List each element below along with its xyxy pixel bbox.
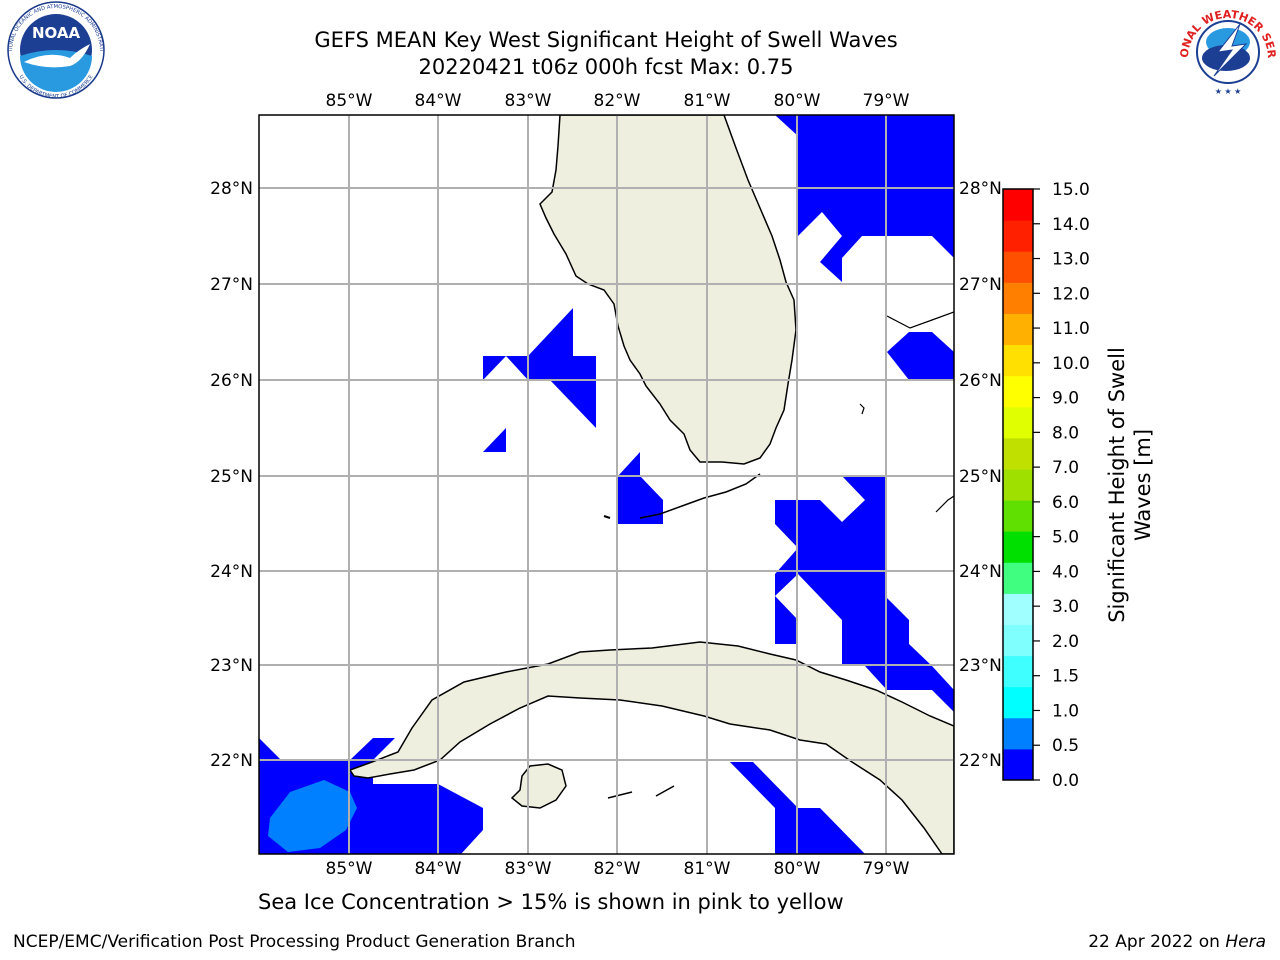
lon-label-bottom: 85°W xyxy=(326,859,373,879)
lon-label-top: 82°W xyxy=(594,91,641,111)
lon-label-bottom: 82°W xyxy=(594,859,641,879)
lat-label-right: 24°N xyxy=(959,562,1002,582)
colorbar-label-line2: Waves [m] xyxy=(1131,429,1155,541)
colorbar-tick-label: 1.0 xyxy=(1052,701,1079,721)
lat-label-right: 25°N xyxy=(959,467,1002,487)
lat-label-left: 22°N xyxy=(210,751,253,771)
lon-label-bottom: 79°W xyxy=(863,859,910,879)
colorbar-tick-label: 4.0 xyxy=(1052,562,1079,582)
colorbar-swatch xyxy=(1003,593,1033,625)
lat-label-left: 25°N xyxy=(210,467,253,487)
cuba-landmass xyxy=(348,641,954,854)
colorbar-swatch xyxy=(1003,531,1033,563)
colorbar-swatch xyxy=(1003,748,1033,781)
swell-fill-high xyxy=(268,780,357,852)
colorbar-tick-label: 13.0 xyxy=(1052,250,1090,270)
map-title: GEFS MEAN Key West Significant Height of… xyxy=(314,28,898,52)
credit-date: 22 Apr 2022 on Hera xyxy=(1088,932,1266,952)
colorbar-swatch xyxy=(1003,686,1033,719)
colorbar-swatch xyxy=(1003,500,1033,532)
colorbar-tick-label: 3.0 xyxy=(1052,597,1079,617)
lon-label-bottom: 84°W xyxy=(415,859,462,879)
colorbar-swatch xyxy=(1003,282,1033,314)
lon-label-top: 81°W xyxy=(684,91,731,111)
noaa-logo-icon: NOAA NATIONAL OCEANIC AND ATMOSPHERIC AD… xyxy=(0,0,105,100)
nws-ring-text: NATIONAL WEATHER SERVICE xyxy=(0,0,1278,59)
lat-label-left: 26°N xyxy=(210,371,253,391)
lat-label-right: 27°N xyxy=(959,275,1002,295)
credit-date-text: 22 Apr 2022 on xyxy=(1088,932,1226,952)
colorbar-swatch xyxy=(1003,717,1033,750)
colorbar-frame xyxy=(1002,188,1034,781)
lat-label-left: 27°N xyxy=(210,275,253,295)
graticule xyxy=(259,115,954,854)
lon-label-top: 85°W xyxy=(326,91,373,111)
lat-label-right: 23°N xyxy=(959,656,1002,676)
colorbar-tick-label: 8.0 xyxy=(1052,423,1079,443)
svg-text:★ ★ ★: ★ ★ ★ xyxy=(1215,87,1242,96)
colorbar-tick-label: 1.5 xyxy=(1052,667,1079,687)
colorbar-tick-label: 5.0 xyxy=(1052,528,1079,548)
colorbar-swatch xyxy=(1003,624,1033,657)
map-area xyxy=(259,115,954,854)
colorbar-tick-label: 9.0 xyxy=(1052,389,1079,409)
colorbar-tick-label: 7.0 xyxy=(1052,458,1079,478)
colorbar-swatch xyxy=(1003,313,1033,346)
nws-logo-icon: NATIONAL WEATHER SERVICE ★ ★ ★ xyxy=(0,0,1278,100)
lat-label-right: 22°N xyxy=(959,751,1002,771)
colorbar-swatch xyxy=(1003,189,1033,221)
colorbar-swatch xyxy=(1003,655,1033,688)
colorbar-swatch xyxy=(1003,220,1033,252)
colorbar-swatch xyxy=(1003,251,1033,283)
lat-label-left: 24°N xyxy=(210,562,253,582)
sea-ice-note: Sea Ice Concentration > 15% is shown in … xyxy=(258,890,844,914)
map-frame xyxy=(258,114,955,855)
lon-label-bottom: 80°W xyxy=(774,859,821,879)
florida-landmass xyxy=(539,115,797,465)
colorbar-tick-label: 12.0 xyxy=(1052,284,1090,304)
lon-label-top: 80°W xyxy=(774,91,821,111)
svg-text:NATIONAL WEATHER SERVICE: NATIONAL WEATHER SERVICE xyxy=(0,0,1278,59)
lon-label-bottom: 81°W xyxy=(684,859,731,879)
colorbar-swatch xyxy=(1003,344,1033,377)
colorbar xyxy=(1003,189,1033,781)
colorbar-tick-label: 10.0 xyxy=(1052,354,1090,374)
colorbar-tick-label: 0.5 xyxy=(1052,736,1079,756)
colorbar-label-line1: Significant Height of Swell xyxy=(1105,347,1129,623)
lon-label-top: 83°W xyxy=(505,91,552,111)
lat-label-left: 23°N xyxy=(210,656,253,676)
lat-label-right: 28°N xyxy=(959,179,1002,199)
lon-label-bottom: 83°W xyxy=(505,859,552,879)
colorbar-swatch xyxy=(1003,468,1033,501)
colorbar-tick-label: 2.0 xyxy=(1052,632,1079,652)
credit-branch: NCEP/EMC/Verification Post Processing Pr… xyxy=(13,932,576,952)
credit-machine: Hera xyxy=(1225,932,1266,952)
lat-label-left: 28°N xyxy=(210,179,253,199)
lon-label-top: 84°W xyxy=(415,91,462,111)
lon-label-top: 79°W xyxy=(863,91,910,111)
map-subtitle: 20220421 t06z 000h fcst Max: 0.75 xyxy=(418,55,794,79)
colorbar-tick-label: 6.0 xyxy=(1052,493,1079,513)
colorbar-tick-label: 0.0 xyxy=(1052,771,1079,791)
colorbar-tick-label: 11.0 xyxy=(1052,319,1090,339)
colorbar-swatch xyxy=(1003,562,1033,594)
colorbar-tick-label: 15.0 xyxy=(1052,180,1090,200)
noaa-logo-text: NOAA xyxy=(32,24,81,42)
colorbar-swatch xyxy=(1003,375,1033,408)
colorbar-swatch xyxy=(1003,437,1033,470)
isla-juventud-landmass xyxy=(510,763,567,809)
colorbar-tick-label: 14.0 xyxy=(1052,215,1090,235)
colorbar-swatch xyxy=(1003,406,1033,439)
lat-label-right: 26°N xyxy=(959,371,1002,391)
